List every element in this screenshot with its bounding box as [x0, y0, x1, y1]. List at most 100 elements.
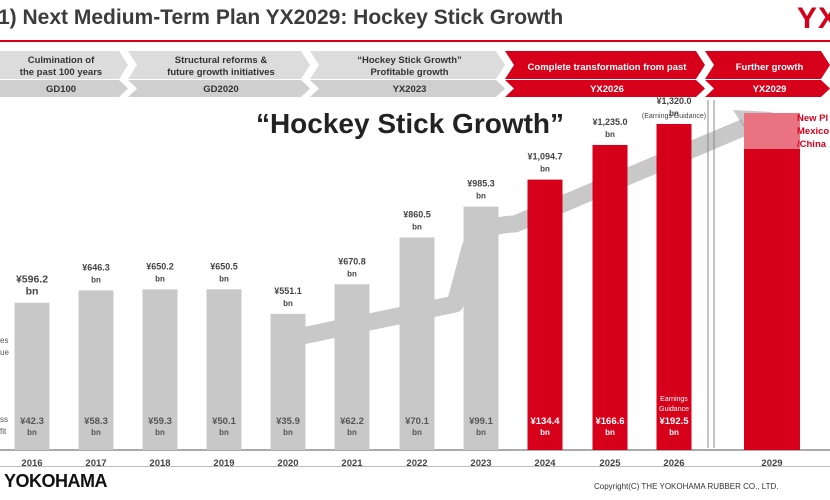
profit-value-label: ¥42.3: [20, 416, 44, 427]
phase-chevron: [505, 51, 705, 79]
phase-label-chevron: [0, 80, 128, 97]
phase-label: GD2020: [203, 84, 238, 95]
bar-2025: [592, 144, 628, 450]
bar-2020: [270, 313, 306, 450]
revenue-value-label: ¥650.5: [210, 261, 238, 271]
phase-chevron: [705, 51, 830, 79]
hockey-stick-headline: “Hockey Stick Growth”: [255, 108, 565, 139]
phase-title-line2: the past 100 years: [20, 67, 102, 78]
phase-label: YX2029: [753, 84, 787, 95]
year-tick-label: 2029: [761, 458, 782, 469]
year-tick-label: 2021: [341, 458, 363, 469]
title-divider: [0, 40, 830, 42]
profit-value-label: ¥62.2: [340, 416, 364, 427]
new-plant-note-line1: New Pl: [797, 113, 828, 124]
revenue-value-label: ¥670.8: [338, 256, 366, 266]
year-tick-label: 2024: [534, 458, 556, 469]
year-tick-label: 2019: [213, 458, 234, 469]
profit-value-label: ¥50.1: [212, 416, 236, 427]
profit-unit-label: bn: [283, 428, 293, 437]
revenue-value-label: ¥1,320.0: [656, 96, 691, 106]
new-plant-note-line3: /China: [797, 139, 827, 150]
revenue-unit-label: bn: [605, 130, 615, 139]
bar-2029-overlay: [744, 113, 800, 149]
bar-2021: [334, 284, 370, 450]
revenue-unit-label: bn: [155, 274, 165, 283]
guidance-label: (Earnings Guidance): [642, 113, 706, 120]
profit-unit-label: bn: [347, 428, 357, 437]
profit-value-label: ¥99.1: [469, 416, 493, 427]
profit-unit-label: bn: [27, 428, 37, 437]
phase-title: Further growth: [736, 62, 804, 73]
phase-title-line1: Culmination of: [28, 55, 95, 66]
phase-label: GD100: [46, 84, 76, 95]
revenue-unit-label: bn: [91, 275, 101, 284]
profit-unit-label: bn: [155, 428, 165, 437]
phase-label-chevron: [128, 80, 310, 97]
revenue-unit-label: bn: [347, 269, 357, 278]
phase-label-chevron: [310, 80, 505, 97]
new-plant-note-line2: Mexico: [797, 126, 829, 137]
phase-title: Complete transformation from past: [528, 62, 688, 73]
profit-value-label: ¥59.3: [148, 416, 172, 427]
revenue-value-label: ¥860.5: [403, 209, 431, 219]
bar-2023: [463, 206, 499, 450]
year-tick-label: 2016: [21, 458, 42, 469]
page-title: 1) Next Medium-Term Plan YX2029: Hockey …: [0, 6, 564, 29]
revenue-value-label: ¥1,235.0: [592, 117, 627, 127]
year-tick-label: 2025: [599, 458, 621, 469]
phase-title-line2: future growth initiatives: [167, 67, 275, 78]
revenue-value-label: ¥1,094.7: [527, 152, 562, 162]
revenue-unit-label: bn: [476, 192, 486, 201]
bar-2026: [656, 123, 692, 451]
bar-2016: [14, 302, 50, 450]
profit-value-label: ¥192.5: [659, 416, 689, 427]
yokohama-logo: YOKOHAMA: [4, 471, 108, 491]
year-tick-label: 2020: [277, 458, 298, 469]
bar-2022: [399, 237, 435, 450]
revenue-row-label: es: [0, 336, 8, 345]
bar-2019: [206, 289, 242, 450]
profit-unit-label: bn: [219, 428, 229, 437]
phase-label: YX2023: [393, 84, 427, 95]
footer-divider: [0, 466, 830, 467]
phase-label-chevron: [705, 80, 830, 97]
phase-label: YX2026: [590, 84, 624, 95]
revenue-unit-label: bn: [412, 222, 422, 231]
yx-logo: YX: [797, 2, 830, 35]
revenue-unit-label: bn: [219, 274, 229, 283]
bar-2024: [527, 179, 563, 450]
profit-unit-label: bn: [669, 428, 679, 437]
profit-value-label: ¥166.6: [595, 416, 624, 427]
revenue-value-label: ¥551.1: [274, 286, 302, 296]
year-tick-label: 2026: [663, 458, 684, 469]
profit-unit-label: bn: [91, 428, 101, 437]
revenue-value-label: ¥985.3: [467, 179, 495, 189]
profit-unit-label: bn: [605, 428, 615, 437]
phase-chevron: [128, 51, 310, 79]
revenue-value-label: ¥646.3: [82, 262, 110, 272]
bar-2018: [142, 289, 178, 450]
bar-2017: [78, 290, 114, 450]
profit-unit-label: bn: [476, 428, 486, 437]
year-tick-label: 2017: [85, 458, 106, 469]
year-tick-label: 2023: [470, 458, 491, 469]
revenue-value-label: ¥596.2: [16, 274, 48, 286]
profit-unit-label: bn: [540, 428, 550, 437]
profit-value-label: ¥70.1: [405, 416, 429, 427]
phase-title-line1: Structural reforms &: [175, 55, 268, 66]
phase-chevron: [0, 51, 128, 79]
phase-title-line2: Profitable growth: [370, 67, 448, 78]
revenue-value-label: ¥650.2: [146, 261, 174, 271]
copyright-notice: Copyright(C) THE YOKOHAMA RUBBER CO., LT…: [594, 482, 779, 491]
year-tick-label: 2022: [406, 458, 427, 469]
revenue-unit-label: bn: [540, 165, 550, 174]
profit-row-label: ss: [0, 415, 8, 424]
revenue-unit-label: bn: [283, 299, 293, 308]
profit-guidance-label-line2: Guidance: [659, 406, 689, 413]
profit-value-label: ¥58.3: [84, 416, 108, 427]
revenue-row-label: ue: [0, 348, 9, 357]
profit-value-label: ¥134.4: [530, 416, 560, 427]
phase-label-chevron: [505, 80, 705, 97]
